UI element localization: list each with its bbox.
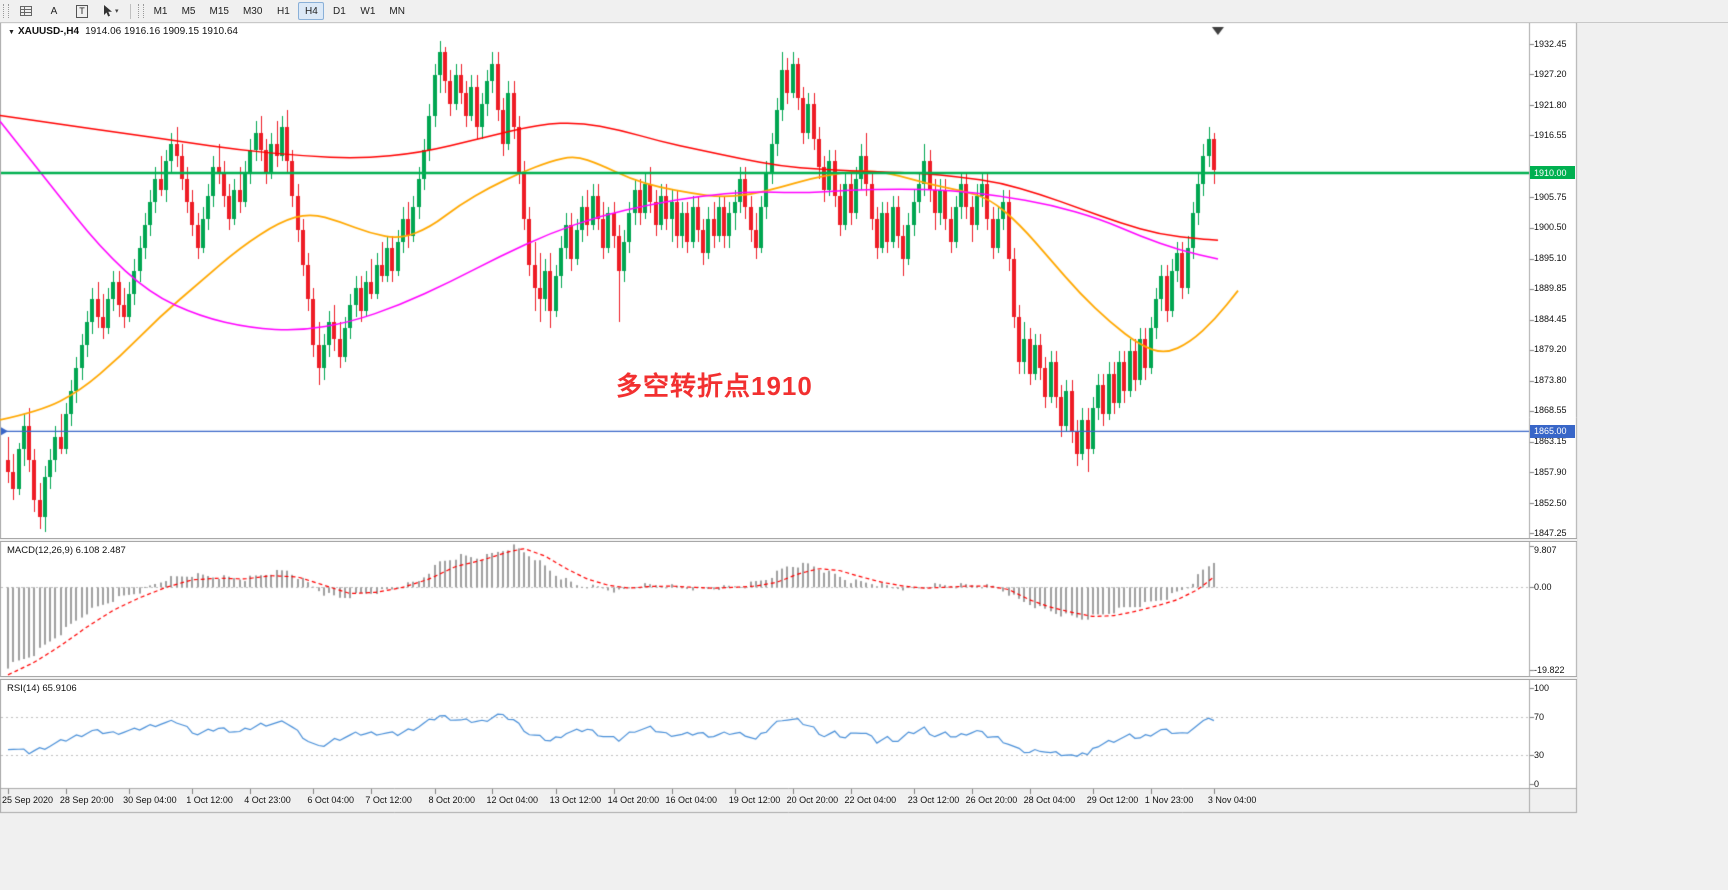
time-axis-label: 3 Nov 04:00 xyxy=(1207,795,1257,805)
time-axis-label: 26 Oct 20:00 xyxy=(965,795,1018,805)
price-axis-label: 1895.10 xyxy=(1534,253,1567,264)
collapse-triangle-icon[interactable]: ▼ xyxy=(8,29,15,36)
timeframe-button-h4[interactable]: H4 xyxy=(298,2,325,20)
price-axis-label: 1873.80 xyxy=(1534,375,1567,386)
symbol-period-label: XAUUSD-,H4 xyxy=(17,26,80,37)
timeframe-button-mn[interactable]: MN xyxy=(389,5,405,17)
timeframe-button-m15[interactable]: M15 xyxy=(209,5,229,17)
macd-axis-label: 9.807 xyxy=(1534,545,1557,555)
ohlc-values: 1914.06 1916.16 1909.15 1910.64 xyxy=(85,26,238,37)
time-axis-label: 28 Sep 20:00 xyxy=(59,795,114,805)
time-axis-label: 28 Oct 04:00 xyxy=(1023,795,1076,805)
timeframe-button-h1[interactable]: H1 xyxy=(277,5,290,17)
timeframe-button-d1[interactable]: D1 xyxy=(333,5,346,17)
price-axis-label: 1884.45 xyxy=(1534,314,1567,325)
time-axis-label: 6 Oct 04:00 xyxy=(307,795,354,805)
time-axis-label: 4 Oct 23:00 xyxy=(244,795,291,805)
price-axis-label: 1847.25 xyxy=(1534,527,1567,538)
cursor-tool-button[interactable]: ▾ xyxy=(97,2,125,20)
time-axis-label: 14 Oct 20:00 xyxy=(607,795,660,805)
time-axis-label: 1 Oct 12:00 xyxy=(186,795,233,805)
price-axis-label: 1932.45 xyxy=(1534,38,1567,49)
timeframe-toolbar: M1 M5 M15 M30 H1 H4 D1 W1 MN xyxy=(147,2,412,20)
price-line-badge: 1865.00 xyxy=(1530,424,1575,438)
grid-icon[interactable] xyxy=(13,2,39,20)
time-axis-label: 12 Oct 04:00 xyxy=(486,795,539,805)
rsi-axis-label: 70 xyxy=(1534,711,1545,722)
panel-separator[interactable] xyxy=(0,676,1577,680)
toolbar-grip[interactable] xyxy=(137,4,144,18)
time-axis-label: 19 Oct 12:00 xyxy=(728,795,781,805)
time-axis-label: 8 Oct 20:00 xyxy=(428,795,476,805)
price-axis-label: 1868.55 xyxy=(1534,405,1567,416)
rsi-axis-label: 0 xyxy=(1534,779,1540,789)
time-axis-label: 16 Oct 04:00 xyxy=(665,795,718,805)
price-axis-label: 1905.75 xyxy=(1534,191,1567,202)
price-axis-label: 1927.20 xyxy=(1534,68,1567,79)
price-axis-label: 1857.90 xyxy=(1534,466,1567,477)
macd-axis-label: 0.00 xyxy=(1534,582,1552,593)
time-axis-label: 22 Oct 04:00 xyxy=(844,795,897,805)
macd-indicator-label: MACD(12,26,9) 6.108 2.487 xyxy=(7,545,126,556)
price-axis-label: 1889.85 xyxy=(1534,283,1567,294)
price-axis-label: 1916.55 xyxy=(1534,129,1567,140)
time-axis-label: 7 Oct 12:00 xyxy=(365,795,412,805)
toolbar-separator xyxy=(129,3,131,19)
time-axis-label: 1 Nov 23:00 xyxy=(1144,795,1194,805)
timeframe-button-m30[interactable]: M30 xyxy=(242,5,263,17)
time-axis-label: 25 Sep 2020 xyxy=(2,795,54,805)
time-axis-label: 30 Sep 04:00 xyxy=(123,795,177,805)
time-axis-label: 29 Oct 12:00 xyxy=(1086,795,1139,805)
rsi-axis-label: 100 xyxy=(1534,683,1550,693)
chevron-down-icon: ▾ xyxy=(115,8,119,15)
time-axis-label: 20 Oct 20:00 xyxy=(786,795,839,805)
price-line-badge: 1910.00 xyxy=(1530,166,1575,180)
price-axis-label: 1921.80 xyxy=(1534,99,1567,110)
rsi-indicator-label: RSI(14) 65.9106 xyxy=(7,683,77,694)
timeframe-button-m1[interactable]: M1 xyxy=(153,5,168,17)
timeframe-button-m5[interactable]: M5 xyxy=(181,5,196,17)
price-axis-label: 1879.20 xyxy=(1534,344,1567,355)
time-axis[interactable]: 25 Sep 2020 28 Sep 20:00 30 Sep 04:00 1 Oct… xyxy=(0,789,1576,812)
boxed-t-icon: T xyxy=(76,4,88,18)
text-tool-button[interactable]: A xyxy=(50,5,58,17)
chart-title: ▼ XAUUSD-,H4 1914.06 1916.16 1909.15 1910.… xyxy=(8,26,238,37)
price-axis-label: 1863.15 xyxy=(1534,436,1567,447)
annotation-text[interactable]: 多空转折点1910 xyxy=(616,371,813,401)
toolbar: A T ▾ M1 M5 M15 M30 H1 H4 D1 W1 MN xyxy=(0,0,1728,23)
grid-icon xyxy=(20,6,32,16)
time-axis-label: 13 Oct 12:00 xyxy=(549,795,602,805)
price-axis-label: 1852.50 xyxy=(1534,497,1567,508)
panel-separator[interactable] xyxy=(0,538,1577,542)
text-label-tool-button[interactable]: T xyxy=(69,2,95,20)
time-axis-label: 23 Oct 12:00 xyxy=(907,795,960,805)
price-axis[interactable]: 1932.45 1927.20 1921.80 1916.55 1905.75 1900.… xyxy=(1530,22,1576,812)
rsi-axis-label: 30 xyxy=(1534,750,1545,761)
toolbar-grip[interactable] xyxy=(3,4,9,18)
macd-axis-label: -19.822 xyxy=(1534,664,1565,675)
price-axis-label: 1900.50 xyxy=(1534,222,1567,233)
timeframe-button-w1[interactable]: W1 xyxy=(360,5,376,17)
cursor-icon xyxy=(104,5,112,17)
